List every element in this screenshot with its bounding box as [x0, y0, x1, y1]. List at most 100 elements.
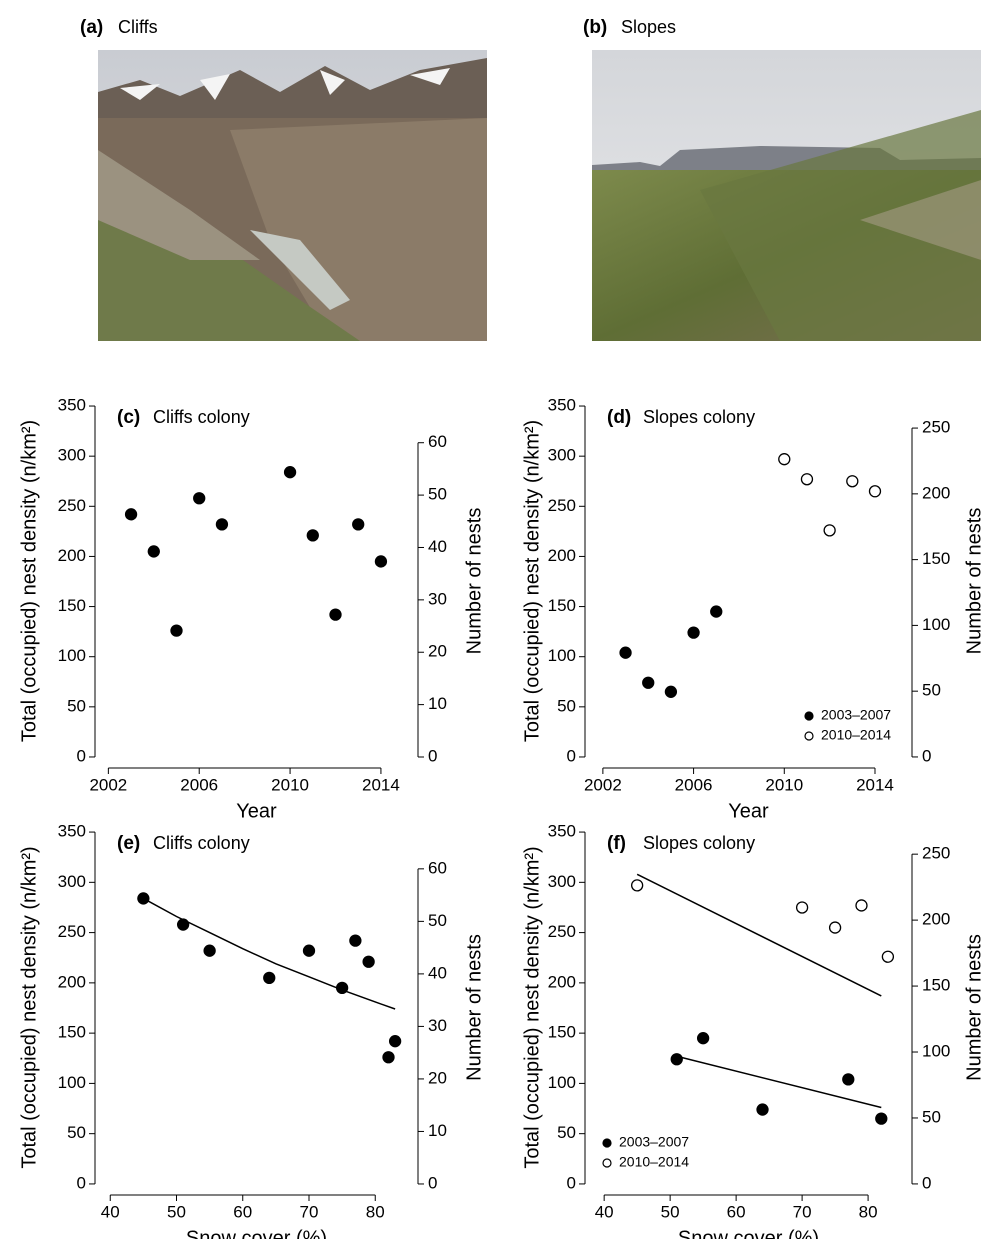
- panel-label: (c): [117, 407, 140, 428]
- y-tick-label: 300: [58, 446, 86, 465]
- y2-tick-label: 100: [922, 615, 950, 634]
- y-tick-label: 50: [557, 696, 576, 715]
- x-tick-label: 2002: [584, 775, 622, 794]
- y-tick-label: 0: [567, 1173, 576, 1192]
- point: [215, 518, 229, 531]
- point: [203, 944, 216, 957]
- y2-tick-label: 60: [428, 432, 447, 451]
- y2-tick-label: 10: [428, 1121, 447, 1140]
- legend-label: 2003–2007: [821, 707, 891, 723]
- point: [302, 944, 316, 957]
- point: [147, 545, 160, 558]
- y2-tick-label: 0: [428, 1173, 437, 1192]
- point: [696, 1032, 710, 1045]
- photo-label: (a): [80, 17, 103, 38]
- x-tick-label: 50: [167, 1202, 186, 1221]
- y-tick-label: 50: [67, 696, 86, 715]
- y-tick-label: 150: [58, 596, 86, 615]
- y2-tick-label: 0: [428, 746, 437, 765]
- point: [382, 1051, 395, 1064]
- y2-tick-label: 20: [428, 642, 447, 661]
- x-tick-label: 80: [859, 1202, 878, 1221]
- panel-title: Cliffs colony: [153, 833, 250, 853]
- x-tick-label: 2006: [180, 775, 218, 794]
- point: [329, 608, 342, 621]
- point: [306, 529, 319, 542]
- y2-tick-label: 30: [428, 589, 447, 608]
- point: [687, 626, 700, 639]
- x-tick-label: 2010: [271, 775, 309, 794]
- x-tick-label: 2014: [362, 775, 400, 794]
- point: [388, 1035, 402, 1048]
- y-axis-label: Total (occupied) nest density (n/km²): [18, 420, 40, 742]
- x-tick-label: 60: [727, 1202, 746, 1221]
- y-tick-label: 250: [58, 922, 86, 941]
- panel-label: (e): [117, 833, 140, 854]
- x-tick-label: 80: [366, 1202, 385, 1221]
- y2-tick-label: 60: [428, 858, 447, 877]
- y-tick-label: 200: [58, 546, 86, 565]
- point: [176, 918, 190, 931]
- y-axis-label: Total (occupied) nest density (n/km²): [521, 420, 543, 742]
- y-tick-label: 250: [58, 496, 86, 515]
- point: [263, 971, 276, 984]
- point: [875, 1112, 888, 1125]
- point: [670, 1053, 683, 1066]
- y-axis-label: Total (occupied) nest density (n/km²): [521, 846, 543, 1168]
- point: [778, 453, 791, 466]
- x-tick-label: 40: [101, 1202, 120, 1221]
- point: [124, 508, 138, 521]
- y2-tick-label: 50: [428, 485, 447, 504]
- point: [283, 466, 297, 479]
- y-tick-label: 50: [557, 1123, 576, 1142]
- y-tick-label: 350: [548, 822, 576, 841]
- point: [756, 1103, 769, 1116]
- y-tick-label: 50: [67, 1123, 86, 1142]
- photo-caption: Slopes: [621, 17, 676, 37]
- y2-tick-label: 150: [922, 549, 950, 568]
- x-tick-label: 2014: [856, 775, 894, 794]
- y2-tick-label: 20: [428, 1068, 447, 1087]
- point: [349, 934, 362, 947]
- x-axis-label: Year: [236, 800, 277, 822]
- point: [842, 1073, 855, 1086]
- point: [855, 899, 868, 912]
- x-tick-label: 60: [233, 1202, 252, 1221]
- panel-title: Cliffs colony: [153, 407, 250, 427]
- y-tick-label: 100: [58, 1073, 86, 1092]
- point: [823, 524, 836, 537]
- photo-cliffs: [98, 50, 487, 341]
- panel-label: (d): [607, 407, 631, 428]
- point: [642, 676, 655, 689]
- point: [630, 879, 644, 892]
- y-tick-label: 150: [548, 1023, 576, 1042]
- y2-tick-label: 150: [922, 976, 950, 995]
- y2-axis-label: Number of nests: [963, 934, 985, 1081]
- y-tick-label: 350: [58, 822, 86, 841]
- x-tick-label: 2002: [89, 775, 127, 794]
- legend-label: 2003–2007: [619, 1134, 689, 1150]
- y2-tick-label: 50: [922, 681, 941, 700]
- panel-title: Slopes colony: [643, 407, 755, 427]
- legend-marker: [804, 711, 814, 721]
- fit-line: [636, 873, 882, 997]
- y2-tick-label: 250: [922, 418, 950, 437]
- y-tick-label: 0: [77, 1173, 86, 1192]
- point: [362, 955, 375, 968]
- y2-tick-label: 50: [922, 1107, 941, 1126]
- y2-tick-label: 0: [922, 746, 931, 765]
- y2-tick-label: 200: [922, 910, 950, 929]
- legend-marker: [602, 1138, 612, 1148]
- y2-axis-label: Number of nests: [463, 934, 485, 1081]
- y-tick-label: 350: [58, 396, 86, 415]
- x-tick-label: 50: [661, 1202, 680, 1221]
- point: [800, 473, 814, 486]
- y2-tick-label: 0: [922, 1173, 931, 1192]
- y2-tick-label: 30: [428, 1016, 447, 1035]
- y-tick-label: 0: [77, 746, 86, 765]
- y2-tick-label: 100: [922, 1042, 950, 1061]
- fit-line: [143, 897, 396, 1010]
- y-tick-label: 200: [548, 972, 576, 991]
- y-tick-label: 200: [548, 546, 576, 565]
- y2-tick-label: 10: [428, 694, 447, 713]
